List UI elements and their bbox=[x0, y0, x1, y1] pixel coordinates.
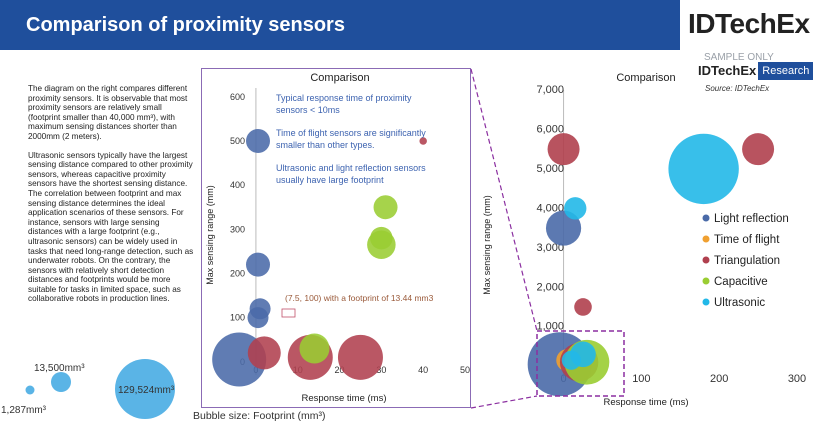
description-paragraph-2: Ultrasonic sensors typically have the la… bbox=[28, 150, 194, 304]
legend-label-light-reflection: Light reflection bbox=[714, 213, 789, 225]
chart-legend: Light reflection Time of flight Triangulat… bbox=[702, 213, 789, 309]
bubble-capacitive bbox=[373, 195, 398, 220]
right-chart-xlabel: Response time (ms) bbox=[604, 397, 689, 408]
left-chart-ytick-label: 600 bbox=[230, 92, 245, 102]
legend-label-time-of-flight: Time of flight bbox=[714, 234, 780, 246]
bubble-size-large bbox=[115, 359, 175, 419]
bubble-ultrasonic bbox=[668, 133, 739, 205]
annotation-response-time: Typical response time of proximity sensor… bbox=[276, 93, 412, 115]
bubble-size-medium bbox=[51, 372, 71, 392]
idtechex-research-logo: IDTechEx Research bbox=[696, 62, 814, 80]
legend-marker-ultrasonic bbox=[702, 298, 710, 306]
legend-label-ultrasonic: Ultrasonic bbox=[714, 297, 765, 309]
right-chart-title: Comparison bbox=[616, 72, 675, 84]
bubble-triangulation bbox=[247, 336, 281, 370]
bubble-size-small bbox=[25, 385, 35, 395]
left-chart-ytick-label: 400 bbox=[230, 180, 245, 190]
legend-marker-time-of-flight bbox=[702, 235, 710, 243]
left-chart-xtick-label: 40 bbox=[418, 365, 428, 375]
sample-watermark: SAMPLE ONLY bbox=[704, 52, 774, 63]
left-chart-xtick-label: 50 bbox=[460, 365, 470, 375]
bubble-size-legend: 1,287mm³ 13,500mm³ 129,524mm³ bbox=[0, 355, 200, 424]
right-chart-ytick-label: 4,000 bbox=[536, 202, 564, 214]
callout-tof-point: (7.5, 100) with a footprint of 13.44 mm3 bbox=[285, 293, 434, 303]
right-chart-ytick-label: 2,000 bbox=[536, 281, 564, 293]
bubble-light-reflection bbox=[246, 128, 270, 153]
left-chart-ytick-label: 300 bbox=[230, 224, 245, 234]
legend-label-triangulation: Triangulation bbox=[714, 255, 780, 267]
bubble-triangulation bbox=[574, 298, 592, 316]
annotation-footprint: Ultrasonic and light reflection sensors u… bbox=[276, 163, 426, 185]
bubble-size-legend-graphic bbox=[25, 359, 175, 419]
right-chart-ytick-label: 7,000 bbox=[536, 84, 564, 96]
zoomed-chart-frame bbox=[201, 68, 471, 408]
bubble-triangulation bbox=[742, 133, 775, 166]
bubble-light-reflection bbox=[247, 307, 269, 329]
right-chart-xtick-label: 200 bbox=[710, 373, 728, 385]
right-chart-ylabel: Max sensing range (mm) bbox=[482, 195, 492, 295]
bubble-size-label-large: 129,524mm³ bbox=[118, 385, 175, 396]
zoom-connector-top bbox=[470, 68, 538, 332]
bubble-ultrasonic bbox=[561, 350, 581, 370]
right-chart-ytick-label: 5,000 bbox=[536, 163, 564, 175]
left-chart-ytick-label: 100 bbox=[230, 313, 245, 323]
logo-research-text: Research bbox=[758, 62, 814, 80]
left-chart-ytick-label: 500 bbox=[230, 136, 245, 146]
callout-marker-box bbox=[281, 308, 296, 318]
right-chart-xtick-label: 300 bbox=[788, 373, 806, 385]
bubble-ultrasonic bbox=[564, 197, 587, 220]
source-note: Source: IDTechEx bbox=[705, 84, 770, 93]
bubble-light-reflection bbox=[246, 252, 270, 277]
legend-marker-light-reflection bbox=[702, 214, 710, 222]
logo-small-text: IDTechEx bbox=[698, 63, 757, 78]
bubble-size-note: Bubble size: Footprint (mm³) bbox=[193, 410, 326, 422]
bubble-triangulation bbox=[547, 133, 580, 166]
zoom-region-box bbox=[536, 330, 625, 397]
legend-marker-triangulation bbox=[702, 256, 710, 264]
left-chart-title: Comparison bbox=[310, 72, 369, 84]
bubble-capacitive bbox=[299, 333, 330, 364]
legend-marker-capacitive bbox=[702, 277, 710, 285]
left-chart-xtick-label: 20 bbox=[335, 365, 345, 375]
title-banner: Comparison of proximity sensors bbox=[0, 0, 680, 50]
right-chart-ytick-label: 1,000 bbox=[536, 321, 564, 333]
main-chart: Comparison Max sensing range (mm) Respon… bbox=[482, 72, 806, 408]
zoom-connector-bottom bbox=[470, 395, 538, 409]
left-chart-ytick-label: 200 bbox=[230, 268, 245, 278]
bubble-capacitive bbox=[370, 226, 393, 250]
right-chart-ytick-label: 3,000 bbox=[536, 242, 564, 254]
zoomed-chart: Comparison Max sensing range (mm) Respon… bbox=[205, 72, 470, 404]
bubble-triangulation bbox=[419, 137, 427, 145]
left-chart-ylabel: Max sensing range (mm) bbox=[205, 185, 215, 285]
idtechex-logo: IDTechEx bbox=[688, 8, 810, 39]
right-chart-xtick-label: 100 bbox=[632, 373, 650, 385]
left-chart-xlabel: Response time (ms) bbox=[302, 393, 387, 404]
bubble-light-reflection bbox=[545, 210, 582, 246]
bubble-size-label-medium: 13,500mm³ bbox=[34, 363, 85, 374]
bubble-triangulation bbox=[337, 334, 383, 380]
description-text: The diagram on the right compares differ… bbox=[28, 84, 196, 313]
left-chart-xtick-label: 30 bbox=[376, 365, 386, 375]
bubble-size-label-small: 1,287mm³ bbox=[1, 405, 47, 416]
right-chart-ytick-label: 6,000 bbox=[536, 123, 564, 135]
page-title: Comparison of proximity sensors bbox=[26, 14, 345, 36]
annotation-tof-size: Time of flight sensors are significantly… bbox=[276, 128, 426, 150]
description-paragraph-1: The diagram on the right compares differ… bbox=[28, 84, 188, 141]
legend-label-capacitive: Capacitive bbox=[714, 276, 768, 288]
